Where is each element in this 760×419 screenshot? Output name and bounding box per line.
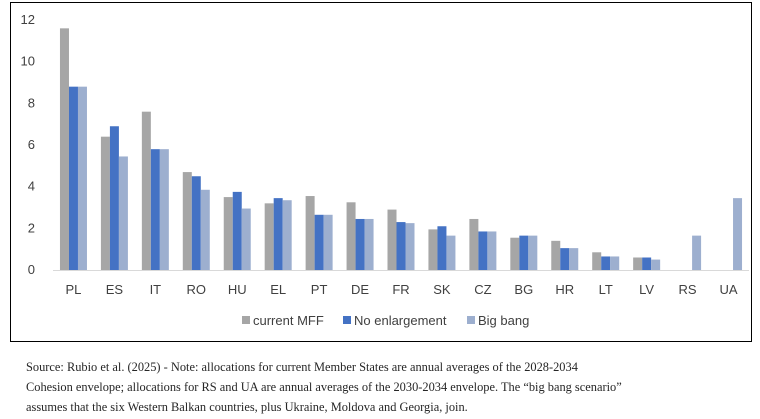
- bar-chart: 0 2 4 6 8 10 12 PL ES IT RO HU EL PT DE FR SK CZ BG HR LT LV…: [21, 12, 749, 328]
- x-tick-label-lt: LT: [599, 282, 613, 297]
- bar-es-series-3: [118, 156, 128, 270]
- x-tick-label-hu: HU: [228, 282, 247, 297]
- bar-bg-series-3: [528, 235, 538, 271]
- bar-de-series-1: [346, 202, 356, 270]
- x-tick-label-pl: PL: [66, 282, 82, 297]
- x-tick-label-fr: FR: [392, 282, 409, 297]
- x-tick-label-it: IT: [150, 282, 162, 297]
- legend-swatch-series-3: [467, 316, 475, 324]
- legend-label-series-1: current MFF: [253, 313, 324, 328]
- bar-lv-series-3: [651, 259, 661, 270]
- bar-hu-series-2: [232, 191, 242, 271]
- legend-swatch-series-1: [242, 316, 250, 324]
- bar-hu-series-1: [223, 197, 233, 270]
- x-tick-label-rs: RS: [679, 282, 697, 297]
- bar-pt-series-2: [314, 214, 324, 270]
- x-tick-label-ro: RO: [187, 282, 207, 297]
- bar-hu-series-3: [241, 208, 251, 270]
- x-tick-label-lv: LV: [639, 282, 654, 297]
- bar-fr-series-2: [396, 222, 406, 270]
- bar-pl-series-1: [59, 28, 69, 270]
- bar-pt-series-1: [305, 196, 315, 270]
- y-tick-label: 8: [28, 95, 35, 110]
- bar-ro-series-1: [182, 172, 192, 270]
- x-tick-label-bg: BG: [514, 282, 533, 297]
- y-axis-tick-labels: 0 2 4 6 8 10 12: [21, 12, 35, 277]
- bar-hr-series-2: [560, 248, 570, 271]
- bar-it-series-1: [141, 111, 151, 270]
- bar-el-series-1: [264, 203, 274, 270]
- x-tick-label-el: EL: [270, 282, 286, 297]
- legend-label-series-2: No enlargement: [354, 313, 447, 328]
- bar-lt-series-2: [601, 256, 611, 270]
- bar-de-series-3: [364, 218, 374, 270]
- bar-lt-series-1: [592, 252, 602, 270]
- bar-bg-series-1: [510, 237, 520, 270]
- source-note-line-1: Source: Rubio et al. (2025) - Note: allo…: [26, 360, 578, 374]
- y-tick-label: 10: [21, 54, 35, 69]
- bar-el-series-3: [282, 200, 292, 270]
- bar-es-series-2: [109, 126, 119, 270]
- x-tick-label-ua: UA: [719, 282, 737, 297]
- bar-cz-series-2: [478, 231, 488, 270]
- x-tick-label-es: ES: [106, 282, 124, 297]
- bar-el-series-2: [273, 198, 283, 271]
- legend-label-series-3: Big bang: [478, 313, 529, 328]
- bar-pt-series-3: [323, 214, 333, 270]
- bar-fr-series-1: [387, 209, 397, 270]
- bar-lt-series-3: [610, 256, 620, 270]
- y-tick-label: 2: [28, 220, 35, 235]
- x-tick-label-pt: PT: [311, 282, 328, 297]
- bar-rs-series-3: [692, 235, 702, 271]
- bar-sk-series-3: [446, 235, 456, 271]
- bar-ua-series-3: [733, 198, 743, 271]
- bar-ro-series-3: [200, 189, 210, 270]
- source-note: Source: Rubio et al. (2025) - Note: allo…: [26, 357, 751, 417]
- bars-group: [59, 28, 743, 271]
- bar-sk-series-1: [428, 229, 438, 271]
- x-tick-label-hr: HR: [555, 282, 574, 297]
- y-tick-label: 6: [28, 137, 35, 152]
- y-tick-label: 12: [21, 12, 35, 27]
- bar-bg-series-2: [519, 235, 529, 271]
- bar-cz-series-3: [487, 231, 497, 270]
- x-axis-tick-labels: PL ES IT RO HU EL PT DE FR SK CZ BG HR LT LV RS UA: [66, 282, 738, 297]
- chart-frame: 0 2 4 6 8 10 12 PL ES IT RO HU EL PT DE FR SK CZ BG HR LT LV…: [10, 2, 752, 342]
- bar-sk-series-2: [437, 226, 447, 270]
- source-note-line-3: assumes that the six Western Balkan coun…: [26, 400, 468, 414]
- bar-lv-series-1: [633, 257, 643, 270]
- bar-it-series-2: [150, 149, 160, 270]
- bar-cz-series-1: [469, 218, 479, 270]
- bar-pl-series-3: [77, 86, 87, 270]
- source-note-line-2: Cohesion envelope; allocations for RS an…: [26, 380, 622, 394]
- bar-pl-series-2: [68, 86, 78, 270]
- x-tick-label-cz: CZ: [474, 282, 491, 297]
- y-tick-label: 4: [28, 179, 35, 194]
- bar-fr-series-3: [405, 223, 415, 271]
- x-tick-label-de: DE: [351, 282, 369, 297]
- legend: current MFF No enlargement Big bang: [242, 313, 529, 328]
- bar-de-series-2: [355, 218, 365, 270]
- bar-ro-series-2: [191, 176, 201, 270]
- x-tick-label-sk: SK: [433, 282, 451, 297]
- bar-es-series-1: [100, 136, 110, 270]
- y-tick-label: 0: [28, 262, 35, 277]
- bar-hr-series-1: [551, 240, 561, 270]
- bar-hr-series-3: [569, 248, 579, 271]
- legend-swatch-series-2: [343, 316, 351, 324]
- bar-lv-series-2: [642, 257, 652, 270]
- bar-it-series-3: [159, 149, 169, 270]
